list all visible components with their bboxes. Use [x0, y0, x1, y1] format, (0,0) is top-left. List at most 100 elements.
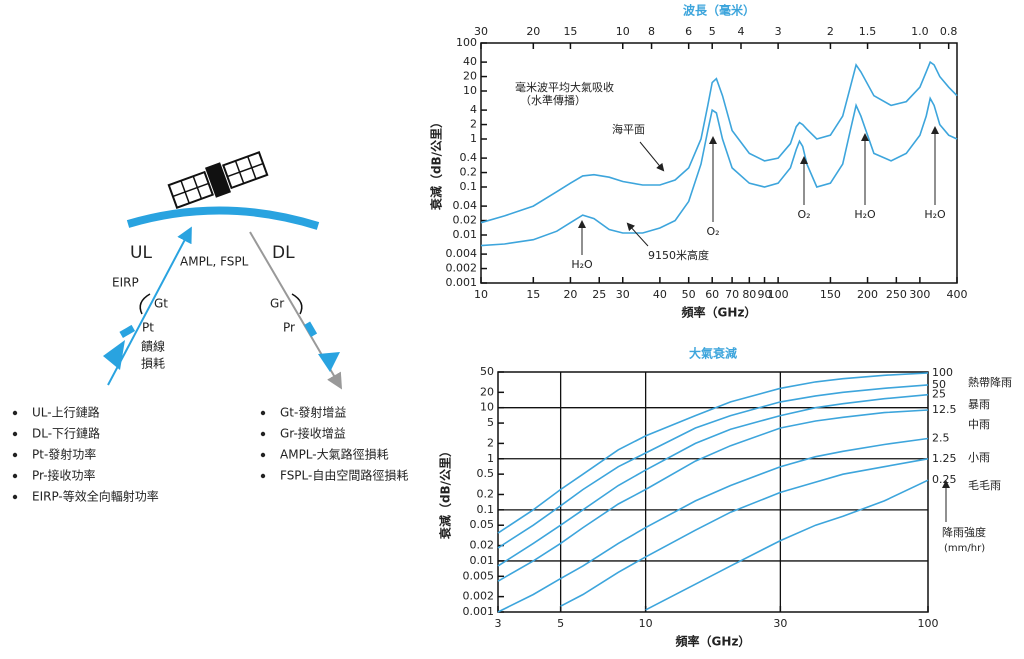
x2-tick-label: 20 — [526, 25, 540, 38]
y-tick-label: 5 — [487, 416, 494, 429]
x-tick-label: 250 — [886, 288, 907, 301]
tx-antenna — [103, 340, 125, 370]
annotation: H₂O — [924, 208, 946, 221]
y-tick-label: 0.04 — [453, 199, 478, 212]
series-label: 2.5 — [932, 431, 950, 444]
tx-feed — [119, 324, 136, 338]
definitions: UL-上行鏈路 DL-下行鏈路 Pt-發射功率 Pr-接收功率 EIRP-等效全向輻射功… — [12, 405, 408, 504]
y-tick-label: 10 — [463, 84, 477, 97]
x-tick-label: 150 — [820, 288, 841, 301]
annotation-arrow — [626, 222, 649, 247]
gt-label: Gt — [154, 297, 168, 311]
x-tick-label: 15 — [526, 288, 540, 301]
y-axis-title: 衰減（dB/公里） — [429, 116, 444, 211]
series-label: 50 — [932, 378, 946, 391]
definition: DL-下行鏈路 — [32, 426, 100, 441]
x-tick-label: 40 — [653, 288, 667, 301]
bullet-dot — [12, 452, 18, 458]
x-tick-label: 30 — [616, 288, 630, 301]
series-line — [497, 437, 929, 613]
y-tick-label: 0.001 — [446, 276, 478, 289]
annotation: 9150米高度 — [648, 248, 709, 262]
y-tick-label: 1 — [470, 132, 477, 145]
x-tick-label: 3 — [495, 617, 502, 630]
x-tick-label: 10 — [639, 617, 653, 630]
definition: Pt-發射功率 — [32, 447, 96, 462]
y-tick-label: 0.001 — [463, 605, 495, 618]
annotation: 熱帶降雨 — [968, 375, 1012, 389]
annotation: （水準傳播） — [520, 93, 586, 107]
series-line — [480, 96, 958, 247]
x2-tick-label: 15 — [563, 25, 577, 38]
pt-label: Pt — [142, 321, 154, 335]
y-tick-label: 20 — [480, 385, 494, 398]
annotation: H₂O — [854, 208, 876, 221]
annotation-arrow — [639, 141, 665, 172]
x2-tick-label: 3 — [775, 25, 782, 38]
chart-title: 大氣衰減 — [689, 346, 737, 361]
annotation: H₂O — [571, 258, 593, 271]
plot-frame — [480, 42, 958, 284]
y-tick-label: 2 — [487, 436, 494, 449]
link-diagram: UL DL AMPL, FSPL EIRP Gt Gr Pt Pr 饋線 損耗 — [103, 151, 343, 390]
x-tick-label: 10 — [474, 288, 488, 301]
x-tick-label: 25 — [592, 288, 606, 301]
bullet-dot — [12, 473, 18, 479]
y-tick-label: 0.005 — [463, 569, 495, 582]
y-tick-label: 20 — [463, 70, 477, 83]
annotation: O₂ — [706, 225, 719, 238]
y-tick-label: 2 — [470, 118, 477, 131]
x2-tick-label: 4 — [737, 25, 744, 38]
gr-arc — [291, 293, 303, 315]
rx-antenna — [318, 352, 340, 372]
x-tick-label: 400 — [947, 288, 968, 301]
x-tick-label: 30 — [773, 617, 787, 630]
x2-tick-label: 1.0 — [911, 25, 929, 38]
annotation: 海平面 — [612, 122, 645, 136]
y-tick-label: 0.02 — [470, 539, 495, 552]
y-tick-label: 0.4 — [460, 151, 478, 164]
x-tick-label: 90 — [758, 288, 772, 301]
legend-title: 降雨強度 — [942, 525, 986, 539]
y-tick-label: 0.5 — [477, 467, 495, 480]
definition: Gr-接收增益 — [280, 426, 346, 441]
y-tick-label: 0.1 — [460, 180, 478, 193]
x2-tick-label: 10 — [616, 25, 630, 38]
definition: Gt-發射增益 — [280, 405, 346, 420]
definition: EIRP-等效全向輻射功率 — [32, 489, 159, 504]
annotation: 中雨 — [968, 418, 990, 431]
rx-feed — [304, 321, 318, 338]
series-label: 100 — [932, 366, 953, 379]
y-axis-title: 衰減（dB/公里） — [438, 445, 453, 540]
bullet-dot — [12, 431, 18, 437]
bullet-dot — [260, 452, 266, 458]
x2-tick-label: 6 — [685, 25, 692, 38]
y-tick-label: 50 — [480, 365, 494, 378]
satellite — [167, 151, 269, 209]
series-label: 1.25 — [932, 452, 957, 465]
definition: AMPL-大氣路徑損耗 — [280, 447, 389, 462]
series-line — [497, 384, 929, 549]
bullet-dot — [12, 494, 18, 500]
y-tick-label: 0.1 — [477, 503, 495, 516]
annotation: 毫米波平均大氣吸收 — [515, 80, 614, 94]
annotation: 小雨 — [968, 451, 990, 464]
annotation: O₂ — [797, 208, 810, 221]
x-tick-label: 100 — [918, 617, 939, 630]
gr-label: Gr — [270, 297, 284, 311]
series-line — [497, 372, 929, 534]
y-tick-label: 0.01 — [470, 554, 495, 567]
ul-label: UL — [130, 243, 152, 263]
series-label: 25 — [932, 388, 946, 401]
x2-axis-title: 波長（毫米） — [683, 3, 755, 18]
definition: FSPL-自由空間路徑損耗 — [280, 468, 408, 483]
bullet-dot — [260, 473, 266, 479]
y-tick-label: 4 — [470, 103, 477, 116]
gt-arc — [139, 293, 151, 315]
series-line — [497, 393, 929, 567]
x-tick-label: 50 — [682, 288, 696, 301]
y-tick-label: 0.02 — [453, 214, 478, 227]
feeder-loss-label: 饋線 — [141, 339, 165, 354]
x-tick-label: 80 — [742, 288, 756, 301]
